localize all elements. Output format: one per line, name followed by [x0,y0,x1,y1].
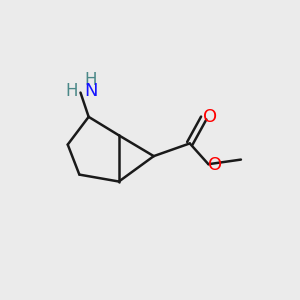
Text: H: H [66,82,78,100]
Text: O: O [208,156,222,174]
Text: H: H [85,71,97,89]
Text: N: N [84,82,98,100]
Text: O: O [203,108,217,126]
